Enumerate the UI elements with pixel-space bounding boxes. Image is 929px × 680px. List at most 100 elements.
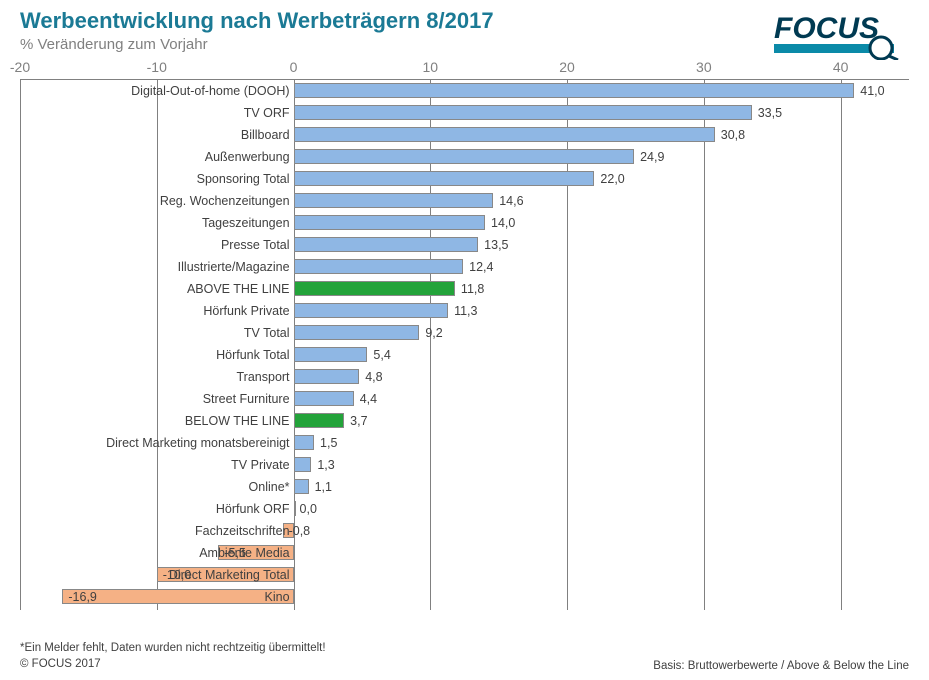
- bar: [294, 237, 479, 252]
- footer: *Ein Melder fehlt, Daten wurden nicht re…: [20, 640, 909, 672]
- value-label: 4,4: [360, 388, 377, 410]
- category-label: Kino: [20, 586, 294, 608]
- bar-row: BELOW THE LINE 3,7: [20, 410, 909, 432]
- bar: [294, 281, 455, 296]
- category-label: Sponsoring Total: [20, 168, 294, 190]
- category-label: Hörfunk Private: [20, 300, 294, 322]
- value-label: 4,8: [365, 366, 382, 388]
- value-label: 14,6: [499, 190, 523, 212]
- header: Werbeentwicklung nach Werbeträgern 8/201…: [0, 0, 929, 53]
- category-label: Illustrierte/Magazine: [20, 256, 294, 278]
- category-label: TV Total: [20, 322, 294, 344]
- bar: [294, 83, 855, 98]
- bar-row: Illustrierte/Magazine 12,4: [20, 256, 909, 278]
- bar: [294, 105, 752, 120]
- bar-row: Direct Marketing monatsbereinigt1,5: [20, 432, 909, 454]
- value-label: 12,4: [469, 256, 493, 278]
- chart-plot: Digital-Out-of-home (DOOH) 41,0 TV ORF 33,5…: [20, 79, 909, 610]
- bar-row: TV Private1,3: [20, 454, 909, 476]
- value-label: 1,1: [315, 476, 332, 498]
- category-label: Hörfunk ORF: [20, 498, 294, 520]
- focus-logo: FOCUS: [774, 8, 909, 65]
- bar: [294, 501, 296, 516]
- category-label: Direct Marketing monatsbereinigt: [20, 432, 294, 454]
- axis-tick: 0: [290, 59, 298, 75]
- axis-tick: 10: [423, 59, 439, 75]
- footnote-missing: *Ein Melder fehlt, Daten wurden nicht re…: [20, 640, 909, 656]
- bar-row: Online* 1,1: [20, 476, 909, 498]
- bar-row: Hörfunk Total 5,4: [20, 344, 909, 366]
- bar-row: Tageszeitungen 14,0: [20, 212, 909, 234]
- value-label: -0,8: [289, 520, 311, 542]
- axis-tick: -20: [10, 59, 30, 75]
- axis-tick: 20: [559, 59, 575, 75]
- value-label: 3,7: [350, 410, 367, 432]
- value-label: -5,5: [224, 542, 246, 564]
- bar: [294, 479, 309, 494]
- category-label: Transport: [20, 366, 294, 388]
- category-label: Online*: [20, 476, 294, 498]
- value-label: 11,3: [454, 300, 477, 322]
- category-label: Tageszeitungen: [20, 212, 294, 234]
- chart-area: -20-10010203040 Digital-Out-of-home (DOO…: [20, 59, 909, 614]
- category-label: Außenwerbung: [20, 146, 294, 168]
- bar: [294, 391, 354, 406]
- category-label: Street Furniture: [20, 388, 294, 410]
- bar-row: Sponsoring Total22,0: [20, 168, 909, 190]
- bar: [294, 303, 449, 318]
- value-label: 41,0: [860, 80, 884, 102]
- category-label: ABOVE THE LINE: [20, 278, 294, 300]
- bar: [294, 193, 494, 208]
- value-label: -16,9: [68, 586, 97, 608]
- value-label: 9,2: [425, 322, 442, 344]
- bar-row: TV Total 9,2: [20, 322, 909, 344]
- bar-row: Hörfunk Private 11,3: [20, 300, 909, 322]
- value-label: 13,5: [484, 234, 508, 256]
- value-label: 33,5: [758, 102, 782, 124]
- category-label: Presse Total: [20, 234, 294, 256]
- bar-row: TV ORF 33,5: [20, 102, 909, 124]
- bar: [294, 171, 595, 186]
- bar-row: Digital-Out-of-home (DOOH) 41,0: [20, 80, 909, 102]
- bar: [294, 259, 464, 274]
- value-label: 30,8: [721, 124, 745, 146]
- category-label: Hörfunk Total: [20, 344, 294, 366]
- bar: [294, 457, 312, 472]
- category-label: Fachzeitschriften: [20, 520, 294, 542]
- value-label: 14,0: [491, 212, 515, 234]
- bar: [294, 325, 420, 340]
- category-label: TV Private: [20, 454, 294, 476]
- category-label: Ambiente Media: [20, 542, 294, 564]
- value-label: 5,4: [373, 344, 390, 366]
- bar-row: Street Furniture 4,4: [20, 388, 909, 410]
- bar-row: Transport 4,8: [20, 366, 909, 388]
- axis-tick: 30: [696, 59, 712, 75]
- category-label: Billboard: [20, 124, 294, 146]
- bar-row: Presse Total 13,5: [20, 234, 909, 256]
- category-label: TV ORF: [20, 102, 294, 124]
- bar-row: Fachzeitschriften-0,8: [20, 520, 909, 542]
- svg-text:FOCUS: FOCUS: [774, 12, 879, 45]
- bar-row: Direct Marketing Total-10,0: [20, 564, 909, 586]
- bar: [294, 215, 485, 230]
- bar: [294, 347, 368, 362]
- bar-row: Hörfunk ORF 0,0: [20, 498, 909, 520]
- category-label: Digital-Out-of-home (DOOH): [20, 80, 294, 102]
- bar: [294, 413, 345, 428]
- axis-tick: -10: [147, 59, 167, 75]
- category-label: Direct Marketing Total: [20, 564, 294, 586]
- value-label: -10,0: [163, 564, 192, 586]
- bar-row: Ambiente Media-5,5: [20, 542, 909, 564]
- category-label: BELOW THE LINE: [20, 410, 294, 432]
- bar-row: ABOVE THE LINE 11,8: [20, 278, 909, 300]
- value-label: 24,9: [640, 146, 664, 168]
- axis-tick: 40: [833, 59, 849, 75]
- basis-text: Basis: Bruttowerbewerte / Above & Below …: [653, 660, 909, 672]
- value-label: 0,0: [300, 498, 317, 520]
- bar: [294, 369, 360, 384]
- value-label: 11,8: [461, 278, 484, 300]
- bar-row: Reg. Wochenzeitungen 14,6: [20, 190, 909, 212]
- bar-row: Billboard 30,8: [20, 124, 909, 146]
- category-label: Reg. Wochenzeitungen: [20, 190, 294, 212]
- bar: [294, 127, 715, 142]
